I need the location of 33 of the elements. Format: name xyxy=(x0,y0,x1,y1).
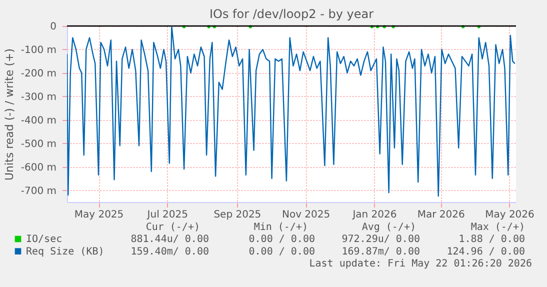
y-axis-title: Units read (-) / write (+) xyxy=(2,48,16,181)
y-tick-label: -600 m xyxy=(20,162,56,174)
y-tick-label: -500 m xyxy=(20,138,56,150)
x-tick-label: Jan 2026 xyxy=(352,210,397,220)
text: 881.44u/ 0.00 xyxy=(130,234,209,245)
text: 972.29u/ 0.00 xyxy=(342,234,420,245)
x-tick-label: May 2026 xyxy=(485,210,534,220)
y-tick-label: -200 m xyxy=(20,68,56,80)
text: 1.88 / 0.00 xyxy=(458,234,525,245)
text: 169.87m/ 0.00 xyxy=(342,246,420,258)
y-tick-label: -300 m xyxy=(20,92,56,103)
text: Avg (-/+) xyxy=(362,222,416,233)
x-tick-label: Sep 2025 xyxy=(214,210,262,220)
text: 0.00 / 0.00 xyxy=(248,234,315,245)
text: 159.40m/ 0.00 xyxy=(130,246,209,258)
text: Cur (-/+) xyxy=(146,222,200,233)
x-tick-label: Nov 2025 xyxy=(282,210,330,220)
text: 124.96 / 0.00 xyxy=(446,246,525,258)
legend-label: Req Size (KB) xyxy=(26,246,104,258)
x-tick-label: May 2025 xyxy=(74,210,124,220)
chart-title: IOs for /dev/loop2 - by year xyxy=(209,7,374,21)
text: Max (-/+) xyxy=(470,222,525,233)
y-tick-label: -100 m xyxy=(20,44,56,56)
legend-label: IO/sec xyxy=(26,234,62,245)
line-series xyxy=(67,26,516,197)
x-tick-label: Mar 2026 xyxy=(417,210,465,220)
y-tick-label: -400 m xyxy=(20,115,56,126)
y-tick-label: -700 m xyxy=(20,186,56,197)
text: 0.00 / 0.00 xyxy=(248,246,315,258)
text: Last update: Fri May 22 01:26:20 2026 xyxy=(309,258,532,270)
y-tick-label: 0 xyxy=(50,22,56,32)
x-tick-label: Jul 2025 xyxy=(146,210,188,220)
text: Min (-/+) xyxy=(254,222,308,233)
